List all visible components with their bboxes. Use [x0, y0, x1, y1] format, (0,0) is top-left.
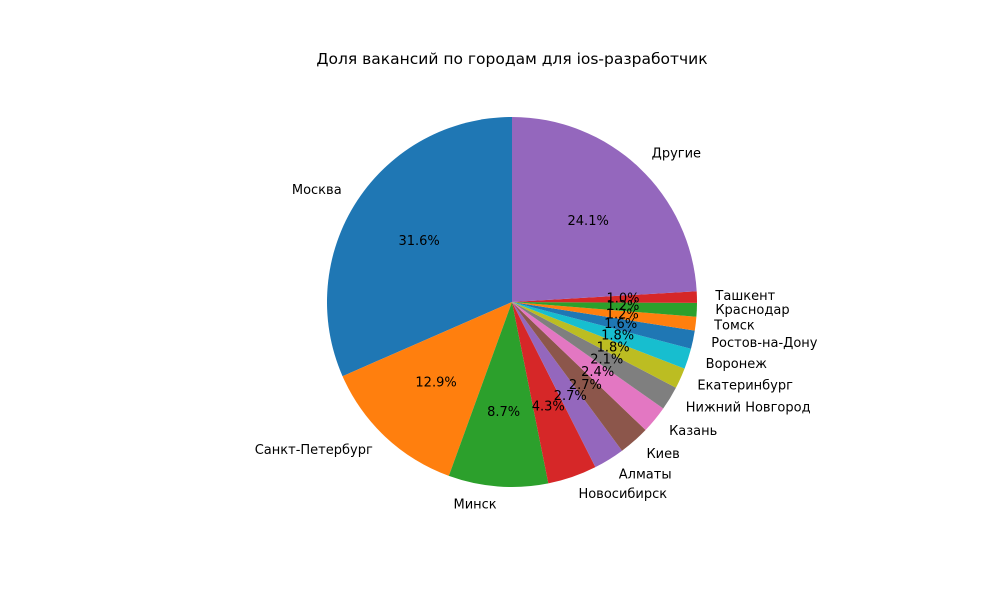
slice-label-12: Краснодар: [715, 303, 789, 318]
slice-percent-label-11: 1.2%: [606, 308, 639, 323]
slice-label-6: Казань: [669, 424, 717, 439]
slice-percent-label-5: 2.7%: [569, 378, 602, 393]
slice-percent-label-8: 1.8%: [597, 340, 630, 355]
pie-slice-5: [512, 302, 646, 451]
slice-label-8: Екатеринбург: [697, 378, 793, 393]
pie-slice-1: [342, 302, 512, 476]
slice-percent-label-4: 2.7%: [554, 389, 587, 404]
slice-label-10: Ростов-на-Дону: [711, 336, 818, 351]
pie-slice-10: [512, 302, 695, 349]
pie-slice-14: [512, 117, 697, 302]
slice-percent-label-14: 24.1%: [568, 214, 609, 229]
slice-label-11: Томск: [713, 318, 755, 333]
slice-percent-label-10: 1.6%: [604, 317, 637, 332]
pie-slices: [327, 117, 697, 487]
slice-label-1: Санкт-Петербург: [255, 443, 373, 458]
pie-slice-11: [512, 302, 697, 331]
slice-percent-label-9: 1.8%: [601, 329, 634, 344]
slice-percent-label-1: 12.9%: [415, 375, 456, 390]
pie-slice-3: [512, 302, 596, 484]
slice-percent-label-7: 2.1%: [590, 352, 623, 367]
pie-slice-8: [512, 302, 685, 388]
chart-title: Доля вакансий по городам для ios-разрабо…: [316, 50, 707, 68]
slice-percent-label-0: 31.6%: [398, 234, 439, 249]
pie-slice-0: [327, 117, 512, 377]
slice-percent-label-3: 4.3%: [532, 399, 565, 414]
pie-slice-4: [512, 302, 623, 468]
slice-percent-label-2: 8.7%: [487, 405, 520, 420]
pie-slice-13: [512, 291, 697, 303]
slice-label-13: Ташкент: [714, 289, 775, 304]
pie-slice-12: [512, 302, 697, 317]
slice-label-7: Нижний Новгород: [686, 400, 811, 415]
pie-slice-6: [512, 302, 664, 431]
slice-label-14: Другие: [652, 146, 701, 161]
pie-slice-9: [512, 302, 691, 369]
slice-label-0: Москва: [292, 183, 342, 198]
slice-label-3: Новосибирск: [578, 487, 667, 502]
pie-slice-2: [448, 302, 549, 487]
slice-label-2: Минск: [454, 497, 497, 512]
slice-percent-label-6: 2.4%: [581, 365, 614, 380]
slice-label-5: Киев: [646, 447, 679, 462]
slice-percent-label-13: 1.0%: [606, 292, 639, 307]
slice-label-9: Воронеж: [706, 357, 768, 372]
slice-percent-label-12: 1.2%: [606, 299, 639, 314]
slice-label-4: Алматы: [619, 468, 672, 483]
pie-labels: Москва Санкт-Петербург Минск Новосибирск Алм…: [255, 146, 818, 512]
pie-slice-7: [512, 302, 676, 409]
pie-percent-labels: 31.6%12.9%8.7% 4.3%2.7%2.7%2.4%2.1%1.8%1.…: [398, 214, 639, 420]
